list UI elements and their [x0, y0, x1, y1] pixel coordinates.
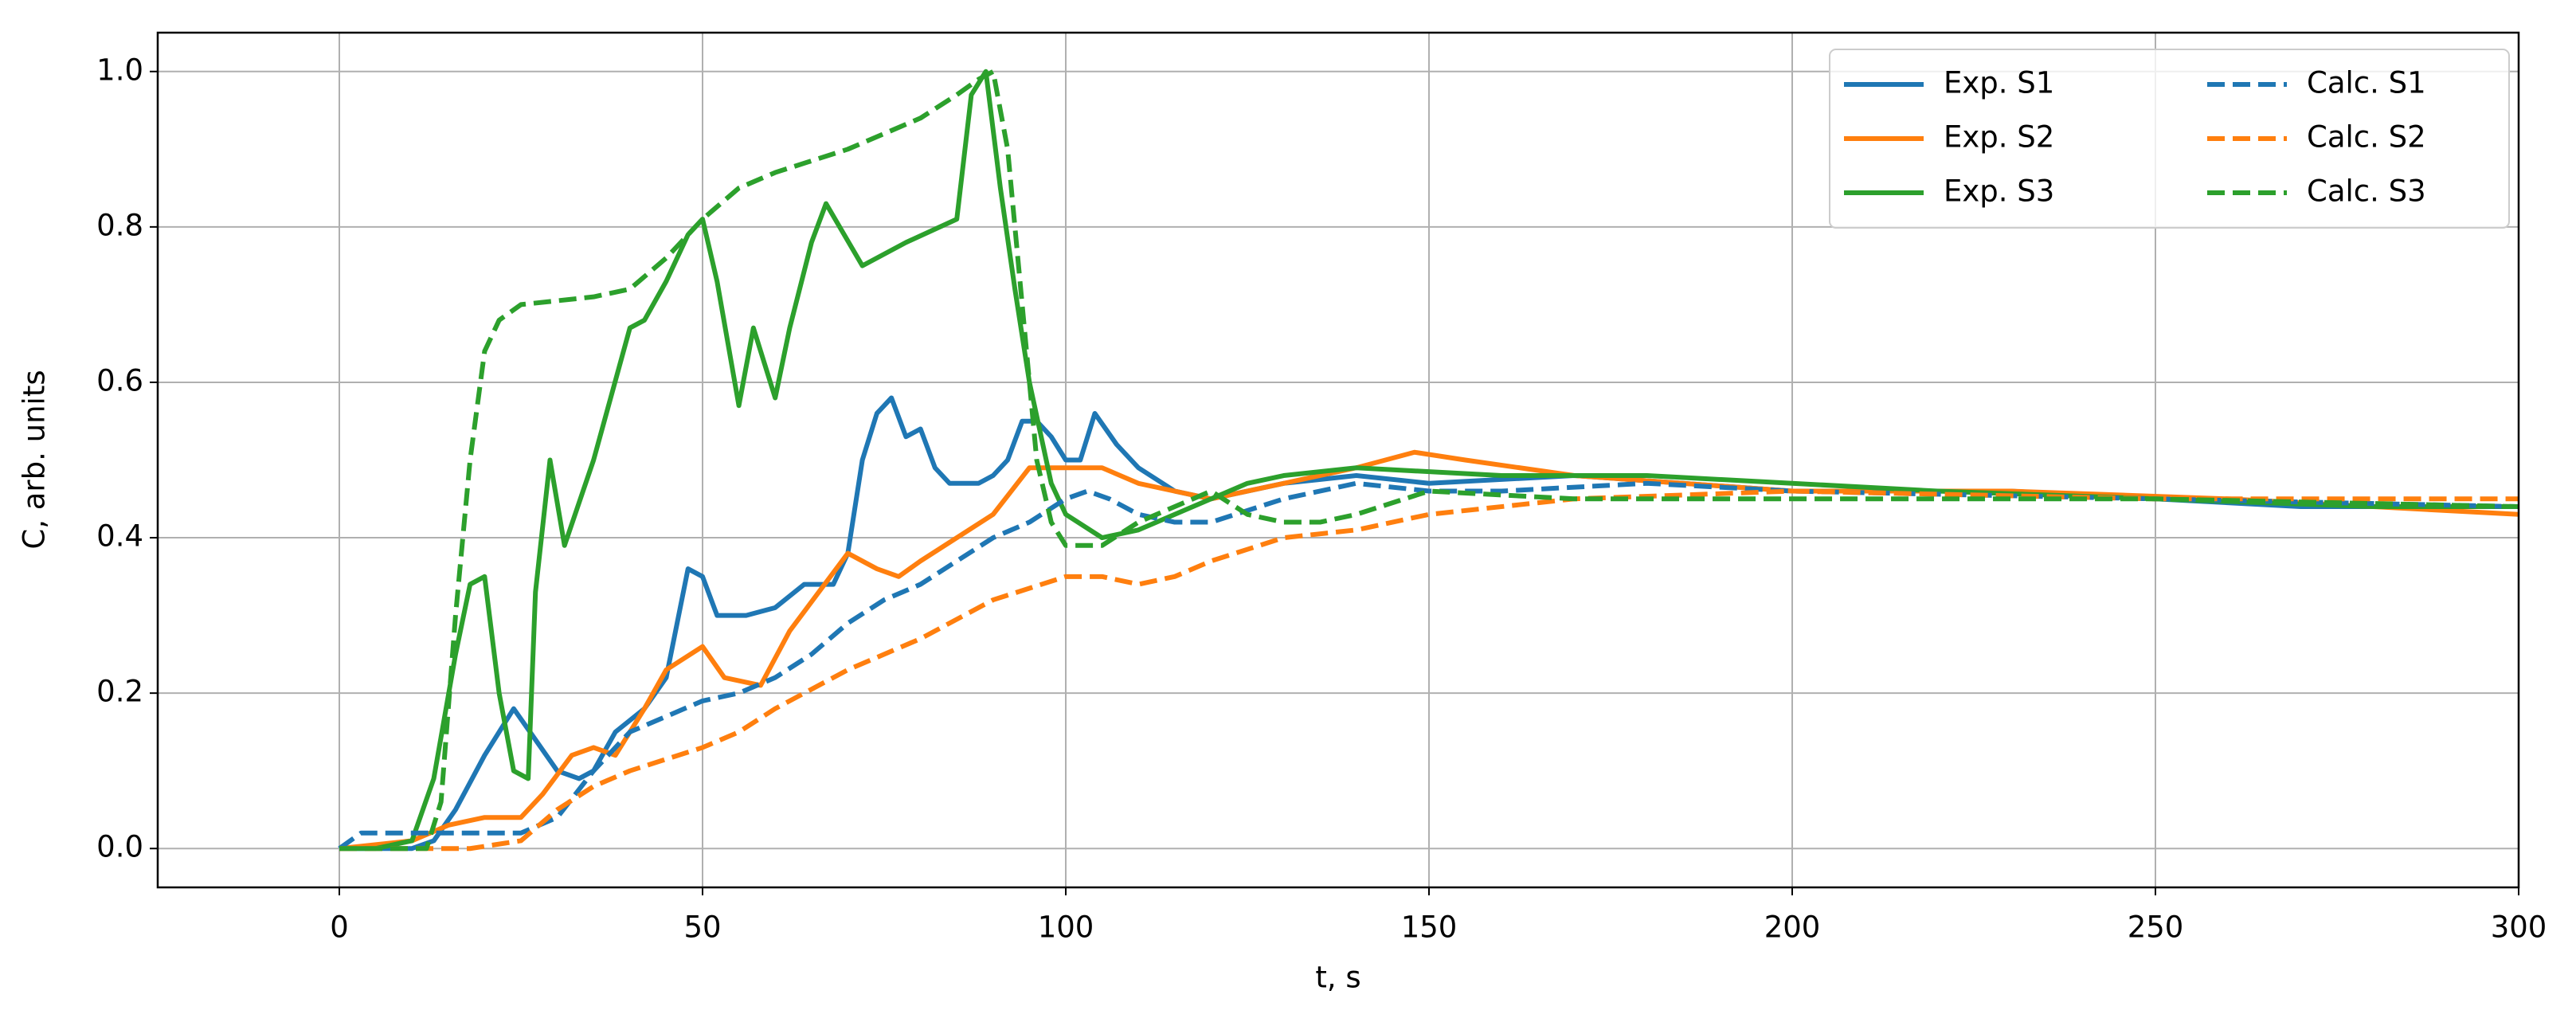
y-tick-label: 0.4	[96, 519, 143, 554]
series-line	[339, 449, 2519, 852]
series-line	[339, 69, 2519, 852]
y-tick-label: 0.2	[96, 675, 143, 709]
series-line	[339, 488, 2519, 852]
legend-box	[1829, 49, 2510, 229]
x-tick-label: 300	[2491, 910, 2547, 945]
y-tick-label: 0.8	[96, 208, 143, 242]
y-axis-label: C, arb. units	[18, 370, 52, 549]
axes-frame	[156, 31, 2520, 889]
x-tick-label: 250	[2128, 910, 2184, 945]
x-tick-label: 150	[1401, 910, 1458, 945]
x-tick-label: 100	[1038, 910, 1094, 945]
legend-label: Calc. S1	[2307, 66, 2426, 100]
x-tick-label: 0	[330, 910, 349, 945]
y-tick-label: 0.0	[96, 830, 143, 864]
legend: Exp. S1 Exp. S2 Exp. S3 Calc. S1 Calc. S2 Cal…	[1829, 49, 2510, 229]
x-tick-label: 200	[1764, 910, 1821, 945]
legend-label: Calc. S2	[2307, 120, 2426, 155]
legend-label: Calc. S3	[2307, 174, 2426, 209]
legend-label: Exp. S2	[1944, 120, 2054, 155]
plot-area	[338, 69, 2519, 852]
ticks: 0 50 100 150 200 250 300 0.0 0.2 0.4 0.6 0.8 1.0	[96, 53, 2547, 944]
x-axis-label: t, s	[1315, 961, 1360, 995]
series-line	[339, 69, 2519, 852]
y-tick-label: 1.0	[96, 53, 143, 87]
y-tick-label: 0.6	[96, 363, 143, 397]
legend-label: Exp. S1	[1944, 66, 2054, 100]
legend-label: Exp. S3	[1944, 174, 2054, 209]
x-tick-label: 50	[683, 910, 721, 945]
